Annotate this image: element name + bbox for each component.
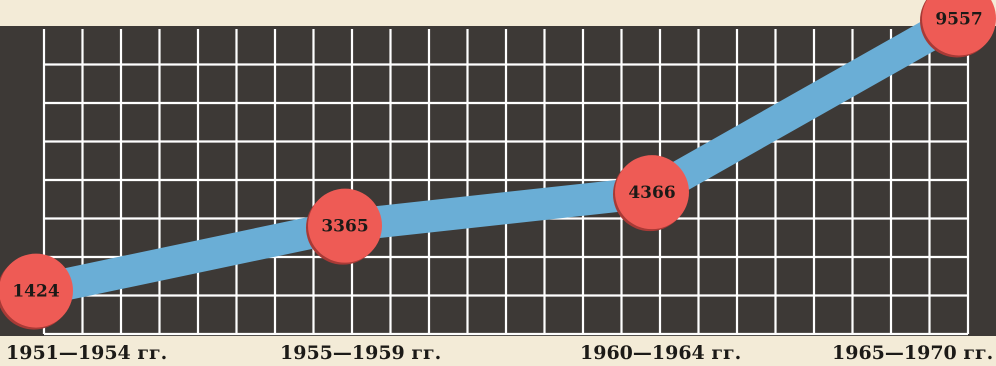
x-tick-label: 1951—1954 гг. bbox=[6, 342, 167, 364]
x-axis-labels: 1951—1954 гг. 1955—1959 гг. 1960—1964 гг. 1… bbox=[6, 342, 993, 364]
x-tick-label: 1965—1970 гг. bbox=[832, 342, 993, 364]
data-point-marker bbox=[615, 155, 689, 230]
x-tick-label: 1960—1964 гг. bbox=[580, 342, 741, 364]
data-label: 1424 bbox=[12, 282, 59, 302]
data-point-marker bbox=[0, 253, 73, 328]
data-point-marker bbox=[308, 188, 382, 263]
data-point-marker bbox=[922, 0, 996, 56]
data-series-line bbox=[32, 4, 967, 307]
data-label: 3365 bbox=[321, 217, 368, 237]
data-label: 4366 bbox=[628, 183, 675, 203]
data-label: 9557 bbox=[935, 9, 982, 29]
data-points: 1424 3365 4366 9557 bbox=[0, 0, 996, 330]
x-tick-label: 1955—1959 гг. bbox=[280, 342, 441, 364]
series-line bbox=[32, 4, 967, 307]
